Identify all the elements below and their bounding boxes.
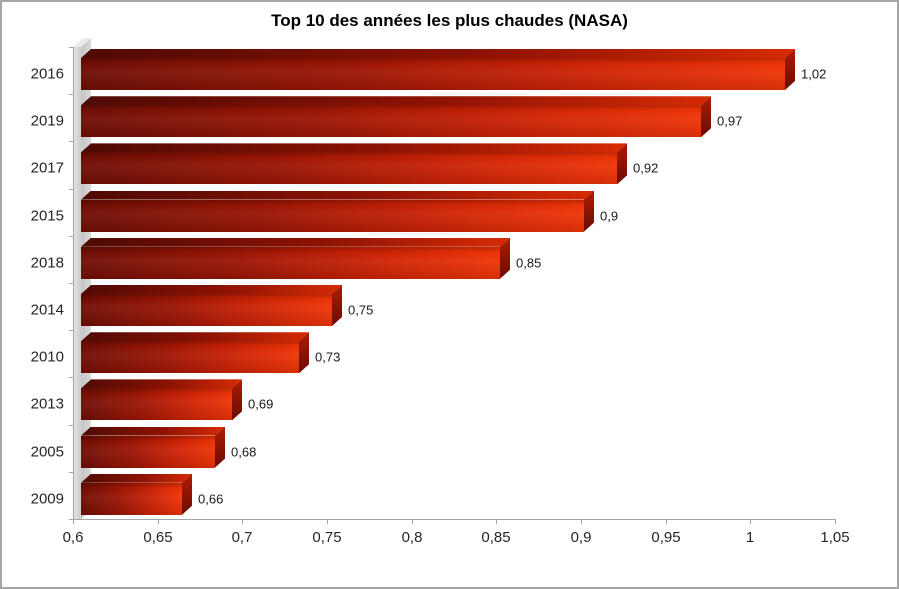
bar-2019 — [81, 96, 711, 138]
x-axis-tick-label: 0,7 — [231, 529, 253, 546]
bar-value-label: 1,02 — [801, 66, 827, 82]
category-label-2019: 2019 — [30, 112, 64, 130]
y-axis-line — [73, 47, 74, 519]
bar-top-face — [81, 427, 225, 436]
category-label-2010: 2010 — [30, 348, 64, 366]
bar-value-label: 0,92 — [633, 160, 659, 176]
bar-front-face — [81, 152, 617, 185]
bar-front-face — [81, 105, 701, 138]
bar-front-face — [81, 341, 299, 374]
y-axis-tick — [69, 94, 73, 95]
x-axis-tick — [496, 520, 497, 524]
y-axis-tick — [69, 330, 73, 331]
x-axis-tick — [73, 520, 74, 524]
x-axis-tick — [666, 520, 667, 524]
x-axis-tick — [750, 520, 751, 524]
bar-side-face — [701, 96, 711, 138]
y-axis-tick — [69, 519, 73, 520]
category-label-2005: 2005 — [30, 443, 64, 461]
x-axis-tick — [835, 520, 836, 524]
y-axis-tick — [69, 377, 73, 378]
bar-side-face — [215, 426, 225, 468]
bar-side-face — [617, 143, 627, 185]
bar-top-face — [81, 191, 594, 200]
x-axis-tick-label: 0,85 — [481, 529, 511, 546]
x-axis-tick-label: 0,65 — [143, 529, 173, 546]
x-axis-tick — [581, 520, 582, 524]
category-label-2009: 2009 — [30, 490, 64, 508]
bar-side-face — [785, 49, 795, 90]
bar-top-face — [81, 96, 711, 105]
bar-top-face — [81, 143, 627, 152]
bar-front-face — [81, 482, 182, 515]
x-axis-tick-label: 1,05 — [820, 529, 850, 546]
y-axis-tick — [69, 189, 73, 190]
bar-value-label: 0,97 — [717, 113, 743, 129]
bar-top-face — [81, 49, 795, 58]
bar-side-face — [299, 332, 309, 374]
bar-top-face — [81, 379, 242, 388]
y-axis-tick — [69, 472, 73, 473]
category-label-2014: 2014 — [30, 301, 64, 319]
x-axis-tick-label: 0,8 — [401, 529, 423, 546]
category-label-2015: 2015 — [30, 207, 64, 225]
y-axis-tick — [69, 283, 73, 284]
bar-value-label: 0,69 — [248, 396, 274, 412]
wall-top-face — [73, 38, 91, 47]
bar-2017 — [81, 143, 627, 185]
x-axis-tick-label: 1 — [745, 529, 755, 546]
bar-value-label: 0,85 — [516, 255, 542, 271]
bar-top-face — [81, 285, 342, 294]
bar-2018 — [81, 237, 510, 279]
category-label-2018: 2018 — [30, 254, 64, 272]
category-label-2017: 2017 — [30, 159, 64, 177]
bar-side-face — [232, 379, 242, 421]
bar-front-face — [81, 199, 584, 232]
bar-value-label: 0,66 — [198, 491, 224, 507]
bar-top-face — [81, 238, 510, 247]
category-label-2016: 2016 — [30, 65, 64, 83]
bar-front-face — [81, 388, 232, 421]
bar-2016 — [81, 49, 795, 90]
bar-front-face — [81, 58, 785, 90]
bar-2009 — [81, 473, 192, 515]
bar-value-label: 0,68 — [231, 444, 257, 460]
x-axis-tick-label: 0,9 — [570, 529, 592, 546]
bar-side-face — [332, 285, 342, 326]
x-axis-tick — [242, 520, 243, 524]
bar-top-face — [81, 332, 309, 341]
chart-title: Top 10 des années les plus chaudes (NASA… — [271, 11, 628, 30]
bar-2013 — [81, 379, 242, 421]
x-axis-line — [73, 519, 836, 520]
x-axis-tick-label: 0,6 — [62, 529, 84, 546]
bar-side-face — [500, 237, 510, 279]
bar-side-face — [584, 190, 594, 232]
bar-value-label: 0,73 — [315, 349, 341, 365]
bar-front-face — [81, 435, 215, 468]
bar-side-face — [182, 473, 192, 515]
y-axis-tick — [69, 47, 73, 48]
bar-front-face — [81, 294, 332, 326]
x-axis-tick — [158, 520, 159, 524]
bar-2010 — [81, 332, 309, 374]
bar-front-face — [81, 246, 500, 279]
bar-2005 — [81, 426, 225, 468]
x-axis-tick — [327, 520, 328, 524]
x-axis-tick — [412, 520, 413, 524]
x-axis-tick-label: 0,95 — [651, 529, 681, 546]
bar-value-label: 0,75 — [348, 302, 374, 318]
bar-value-label: 0,9 — [600, 208, 619, 224]
bar-top-face — [81, 474, 192, 483]
x-axis-tick-label: 0,75 — [312, 529, 342, 546]
y-axis-tick — [69, 141, 73, 142]
y-axis-tick — [69, 425, 73, 426]
category-label-2013: 2013 — [30, 395, 64, 413]
y-axis-tick — [69, 236, 73, 237]
bar-2014 — [81, 285, 342, 326]
bar-2015 — [81, 190, 594, 232]
